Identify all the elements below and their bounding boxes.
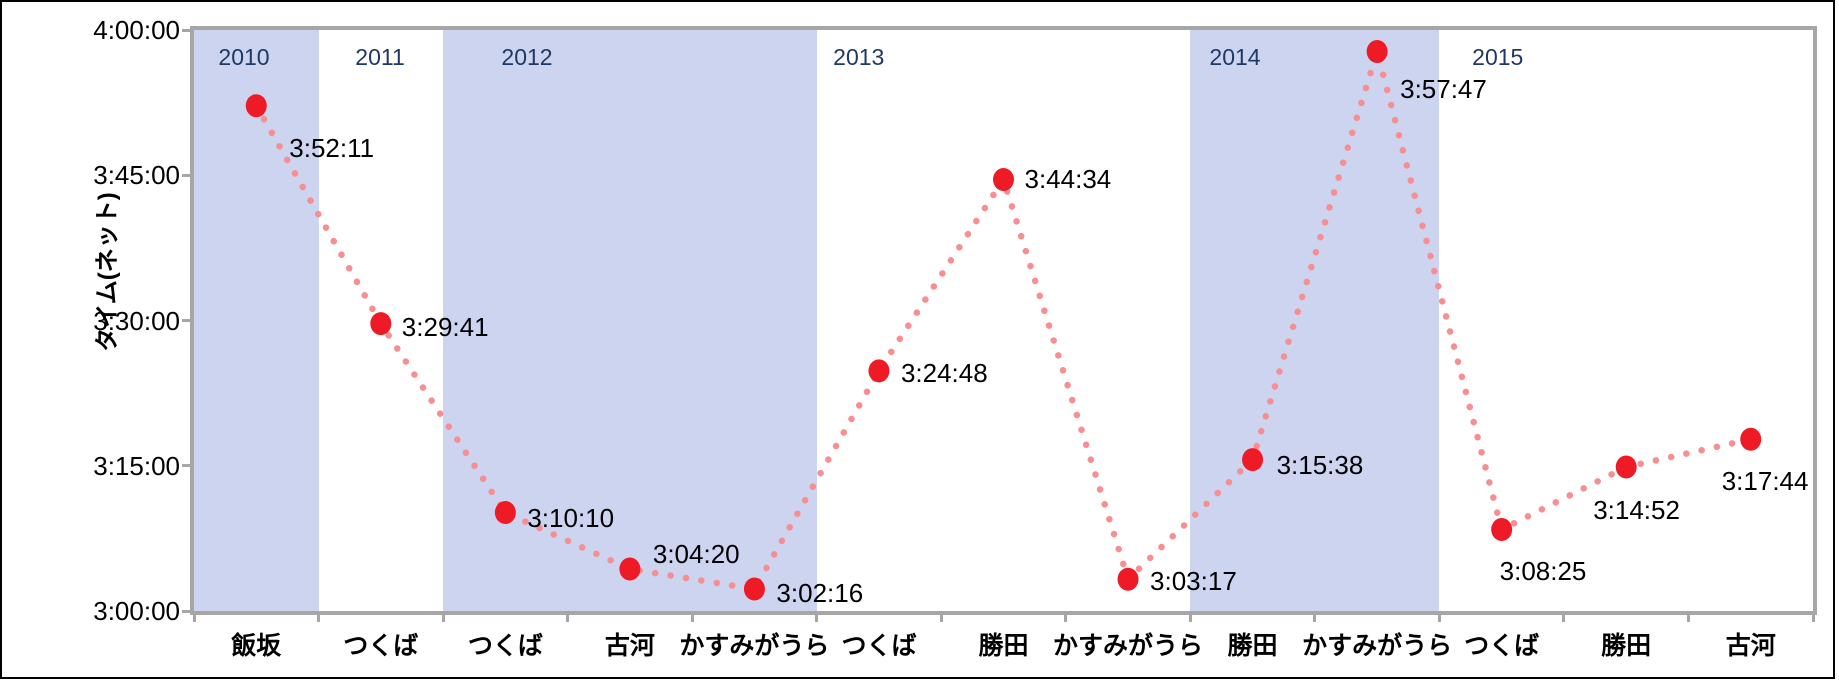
data-point-marker[interactable]	[1242, 448, 1264, 472]
x-tick-label-race: 勝田	[1227, 632, 1278, 660]
y-tick-label: 3:15:00	[93, 450, 180, 481]
x-axis-tick	[1313, 613, 1317, 622]
year-label-2010: 2010	[218, 44, 270, 70]
x-tick-label-race: つくば	[841, 632, 917, 660]
x-axis-tick	[690, 613, 694, 622]
data-point-marker[interactable]	[743, 577, 765, 601]
data-point-marker[interactable]	[993, 167, 1014, 191]
y-tick-label: 4:00:00	[93, 15, 180, 45]
x-tick-label-race: つくば	[1464, 632, 1540, 660]
data-point-label: 3:14:52	[1593, 495, 1680, 526]
data-point-marker[interactable]	[868, 359, 890, 383]
x-tick-label-race: かすみがうら	[1053, 632, 1204, 660]
data-point-marker[interactable]	[1615, 455, 1637, 479]
series-svg	[245, 39, 1762, 601]
year-label-2015: 2015	[1472, 44, 1524, 70]
x-axis-tick	[1188, 613, 1192, 622]
plot-area	[190, 26, 1817, 615]
data-point-marker[interactable]	[619, 557, 641, 581]
data-point-marker[interactable]	[1740, 427, 1762, 451]
x-tick-label-race: 古河	[604, 632, 655, 660]
y-axis-tick	[182, 28, 192, 32]
data-point-marker[interactable]	[370, 312, 392, 336]
data-point-marker[interactable]	[494, 501, 516, 525]
x-tick-label-race: 古河	[1725, 632, 1776, 660]
data-point-label: 3:08:25	[1499, 556, 1587, 587]
x-axis-tick	[1811, 613, 1815, 622]
x-tick-label-race: 飯坂	[231, 632, 282, 660]
x-axis-tick	[566, 613, 570, 622]
year-label-2014: 2014	[1209, 44, 1261, 70]
x-axis-tick	[815, 613, 819, 622]
data-point-label: 3:57:47	[1400, 74, 1487, 105]
y-axis-tick	[182, 609, 192, 613]
data-point-label: 3:52:11	[289, 132, 375, 163]
y-axis-title: タイム(ネット)	[94, 192, 121, 352]
x-axis-tick	[1562, 613, 1566, 622]
x-tick-label-race: 勝田	[1601, 632, 1652, 660]
x-tick-label-race: つくば	[467, 632, 543, 660]
x-axis-tick	[317, 613, 321, 622]
y-axis-tick	[182, 173, 192, 177]
data-point-label: 3:29:41	[401, 311, 489, 342]
data-point-label: 3:17:44	[1721, 466, 1809, 497]
data-point-marker[interactable]	[1117, 567, 1139, 591]
x-axis-tick	[1437, 613, 1441, 622]
x-axis-tick	[192, 613, 196, 622]
year-label-2012: 2012	[501, 44, 553, 70]
year-band-2014	[1190, 30, 1440, 611]
x-tick-label-race: かすみがうら	[679, 632, 830, 660]
data-point-marker[interactable]	[1491, 517, 1513, 541]
data-point-label: 3:02:16	[776, 578, 864, 609]
y-tick-label: 3:45:00	[93, 160, 180, 191]
data-point-label: 3:15:38	[1276, 449, 1364, 480]
data-point-label: 3:03:17	[1150, 566, 1237, 597]
data-point-marker[interactable]	[1366, 39, 1388, 63]
year-label-2011: 2011	[355, 44, 405, 70]
x-tick-label-race: つくば	[343, 632, 419, 660]
data-point-label: 3:04:20	[652, 539, 740, 570]
year-band-2010	[194, 30, 319, 611]
data-point-label: 3:10:10	[527, 502, 615, 533]
data-point-label: 3:44:34	[1024, 164, 1112, 195]
y-axis-tick	[182, 319, 192, 322]
x-axis-tick	[441, 613, 445, 622]
year-label-2013: 2013	[833, 44, 885, 70]
data-point-marker[interactable]	[245, 94, 267, 118]
y-tick-label: 3:00:00	[93, 596, 180, 626]
x-axis-tick	[1686, 613, 1690, 622]
x-tick-label-race: かすみがうら	[1302, 632, 1453, 660]
y-tick-label: 3:30:00	[93, 305, 180, 336]
data-point-label: 3:24:48	[900, 357, 988, 388]
x-axis-tick	[939, 613, 943, 622]
x-axis-tick	[1064, 613, 1068, 622]
y-axis-tick	[182, 464, 192, 468]
x-tick-label-race: 勝田	[978, 632, 1029, 660]
year-bands-container	[194, 30, 1813, 611]
